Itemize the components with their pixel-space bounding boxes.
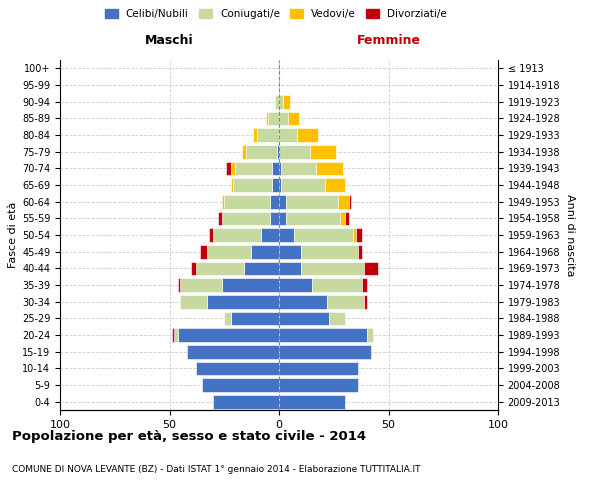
Bar [277, 145, 279, 158]
Bar [207, 295, 279, 308]
Bar [362, 278, 367, 292]
Y-axis label: Anni di nascita: Anni di nascita [565, 194, 575, 276]
Y-axis label: Fasce di età: Fasce di età [8, 202, 18, 268]
Bar [340, 212, 344, 225]
Bar [187, 345, 279, 358]
Bar [270, 212, 279, 225]
Bar [301, 245, 358, 258]
Bar [296, 128, 319, 142]
Bar [272, 178, 279, 192]
Bar [231, 178, 233, 192]
Bar [174, 328, 178, 342]
Bar [214, 228, 262, 242]
Bar [251, 245, 279, 258]
Text: Maschi: Maschi [145, 34, 194, 46]
Bar [268, 112, 279, 125]
Bar [364, 295, 367, 308]
Bar [266, 112, 268, 125]
Bar [218, 212, 222, 225]
Bar [288, 112, 299, 125]
Bar [356, 228, 362, 242]
Bar [214, 395, 279, 408]
Bar [181, 278, 222, 292]
Bar [222, 278, 279, 292]
Bar [270, 195, 279, 208]
Bar [279, 145, 310, 158]
Bar [279, 278, 312, 292]
Bar [272, 162, 279, 175]
Bar [209, 228, 214, 242]
Bar [222, 195, 224, 208]
Bar [279, 295, 327, 308]
Bar [312, 278, 362, 292]
Bar [295, 228, 353, 242]
Bar [207, 245, 251, 258]
Bar [301, 262, 364, 275]
Bar [279, 112, 288, 125]
Bar [178, 328, 279, 342]
Bar [279, 95, 283, 108]
Bar [279, 345, 371, 358]
Bar [279, 312, 329, 325]
Bar [279, 212, 286, 225]
Bar [279, 362, 358, 375]
Bar [275, 95, 279, 108]
Bar [281, 162, 316, 175]
Bar [279, 262, 301, 275]
Bar [353, 228, 356, 242]
Bar [345, 212, 349, 225]
Bar [242, 145, 246, 158]
Bar [233, 178, 272, 192]
Bar [358, 245, 362, 258]
Bar [244, 262, 279, 275]
Bar [231, 312, 279, 325]
Bar [283, 95, 290, 108]
Bar [222, 212, 270, 225]
Bar [196, 362, 279, 375]
Bar [279, 395, 345, 408]
Bar [279, 128, 296, 142]
Bar [231, 162, 235, 175]
Bar [349, 195, 351, 208]
Bar [338, 195, 349, 208]
Bar [281, 178, 325, 192]
Bar [310, 145, 336, 158]
Bar [224, 195, 270, 208]
Bar [200, 245, 207, 258]
Bar [279, 328, 367, 342]
Bar [181, 295, 207, 308]
Bar [279, 245, 301, 258]
Bar [178, 278, 181, 292]
Bar [226, 162, 231, 175]
Bar [202, 378, 279, 392]
Bar [262, 228, 279, 242]
Bar [364, 262, 377, 275]
Bar [327, 295, 364, 308]
Bar [224, 312, 231, 325]
Bar [196, 262, 244, 275]
Bar [172, 328, 174, 342]
Bar [279, 378, 358, 392]
Text: Femmine: Femmine [356, 34, 421, 46]
Bar [279, 228, 295, 242]
Bar [316, 162, 343, 175]
Bar [367, 328, 373, 342]
Bar [279, 178, 281, 192]
Text: Popolazione per età, sesso e stato civile - 2014: Popolazione per età, sesso e stato civil… [12, 430, 366, 443]
Bar [257, 128, 279, 142]
Bar [279, 195, 286, 208]
Bar [286, 195, 338, 208]
Bar [286, 212, 340, 225]
Bar [253, 128, 257, 142]
Bar [246, 145, 277, 158]
Bar [329, 312, 344, 325]
Bar [235, 162, 272, 175]
Bar [279, 162, 281, 175]
Bar [325, 178, 344, 192]
Legend: Celibi/Nubili, Coniugati/e, Vedovi/e, Divorziati/e: Celibi/Nubili, Coniugati/e, Vedovi/e, Di… [101, 5, 451, 24]
Text: COMUNE DI NOVA LEVANTE (BZ) - Dati ISTAT 1° gennaio 2014 - Elaborazione TUTTITAL: COMUNE DI NOVA LEVANTE (BZ) - Dati ISTAT… [12, 465, 421, 474]
Bar [191, 262, 196, 275]
